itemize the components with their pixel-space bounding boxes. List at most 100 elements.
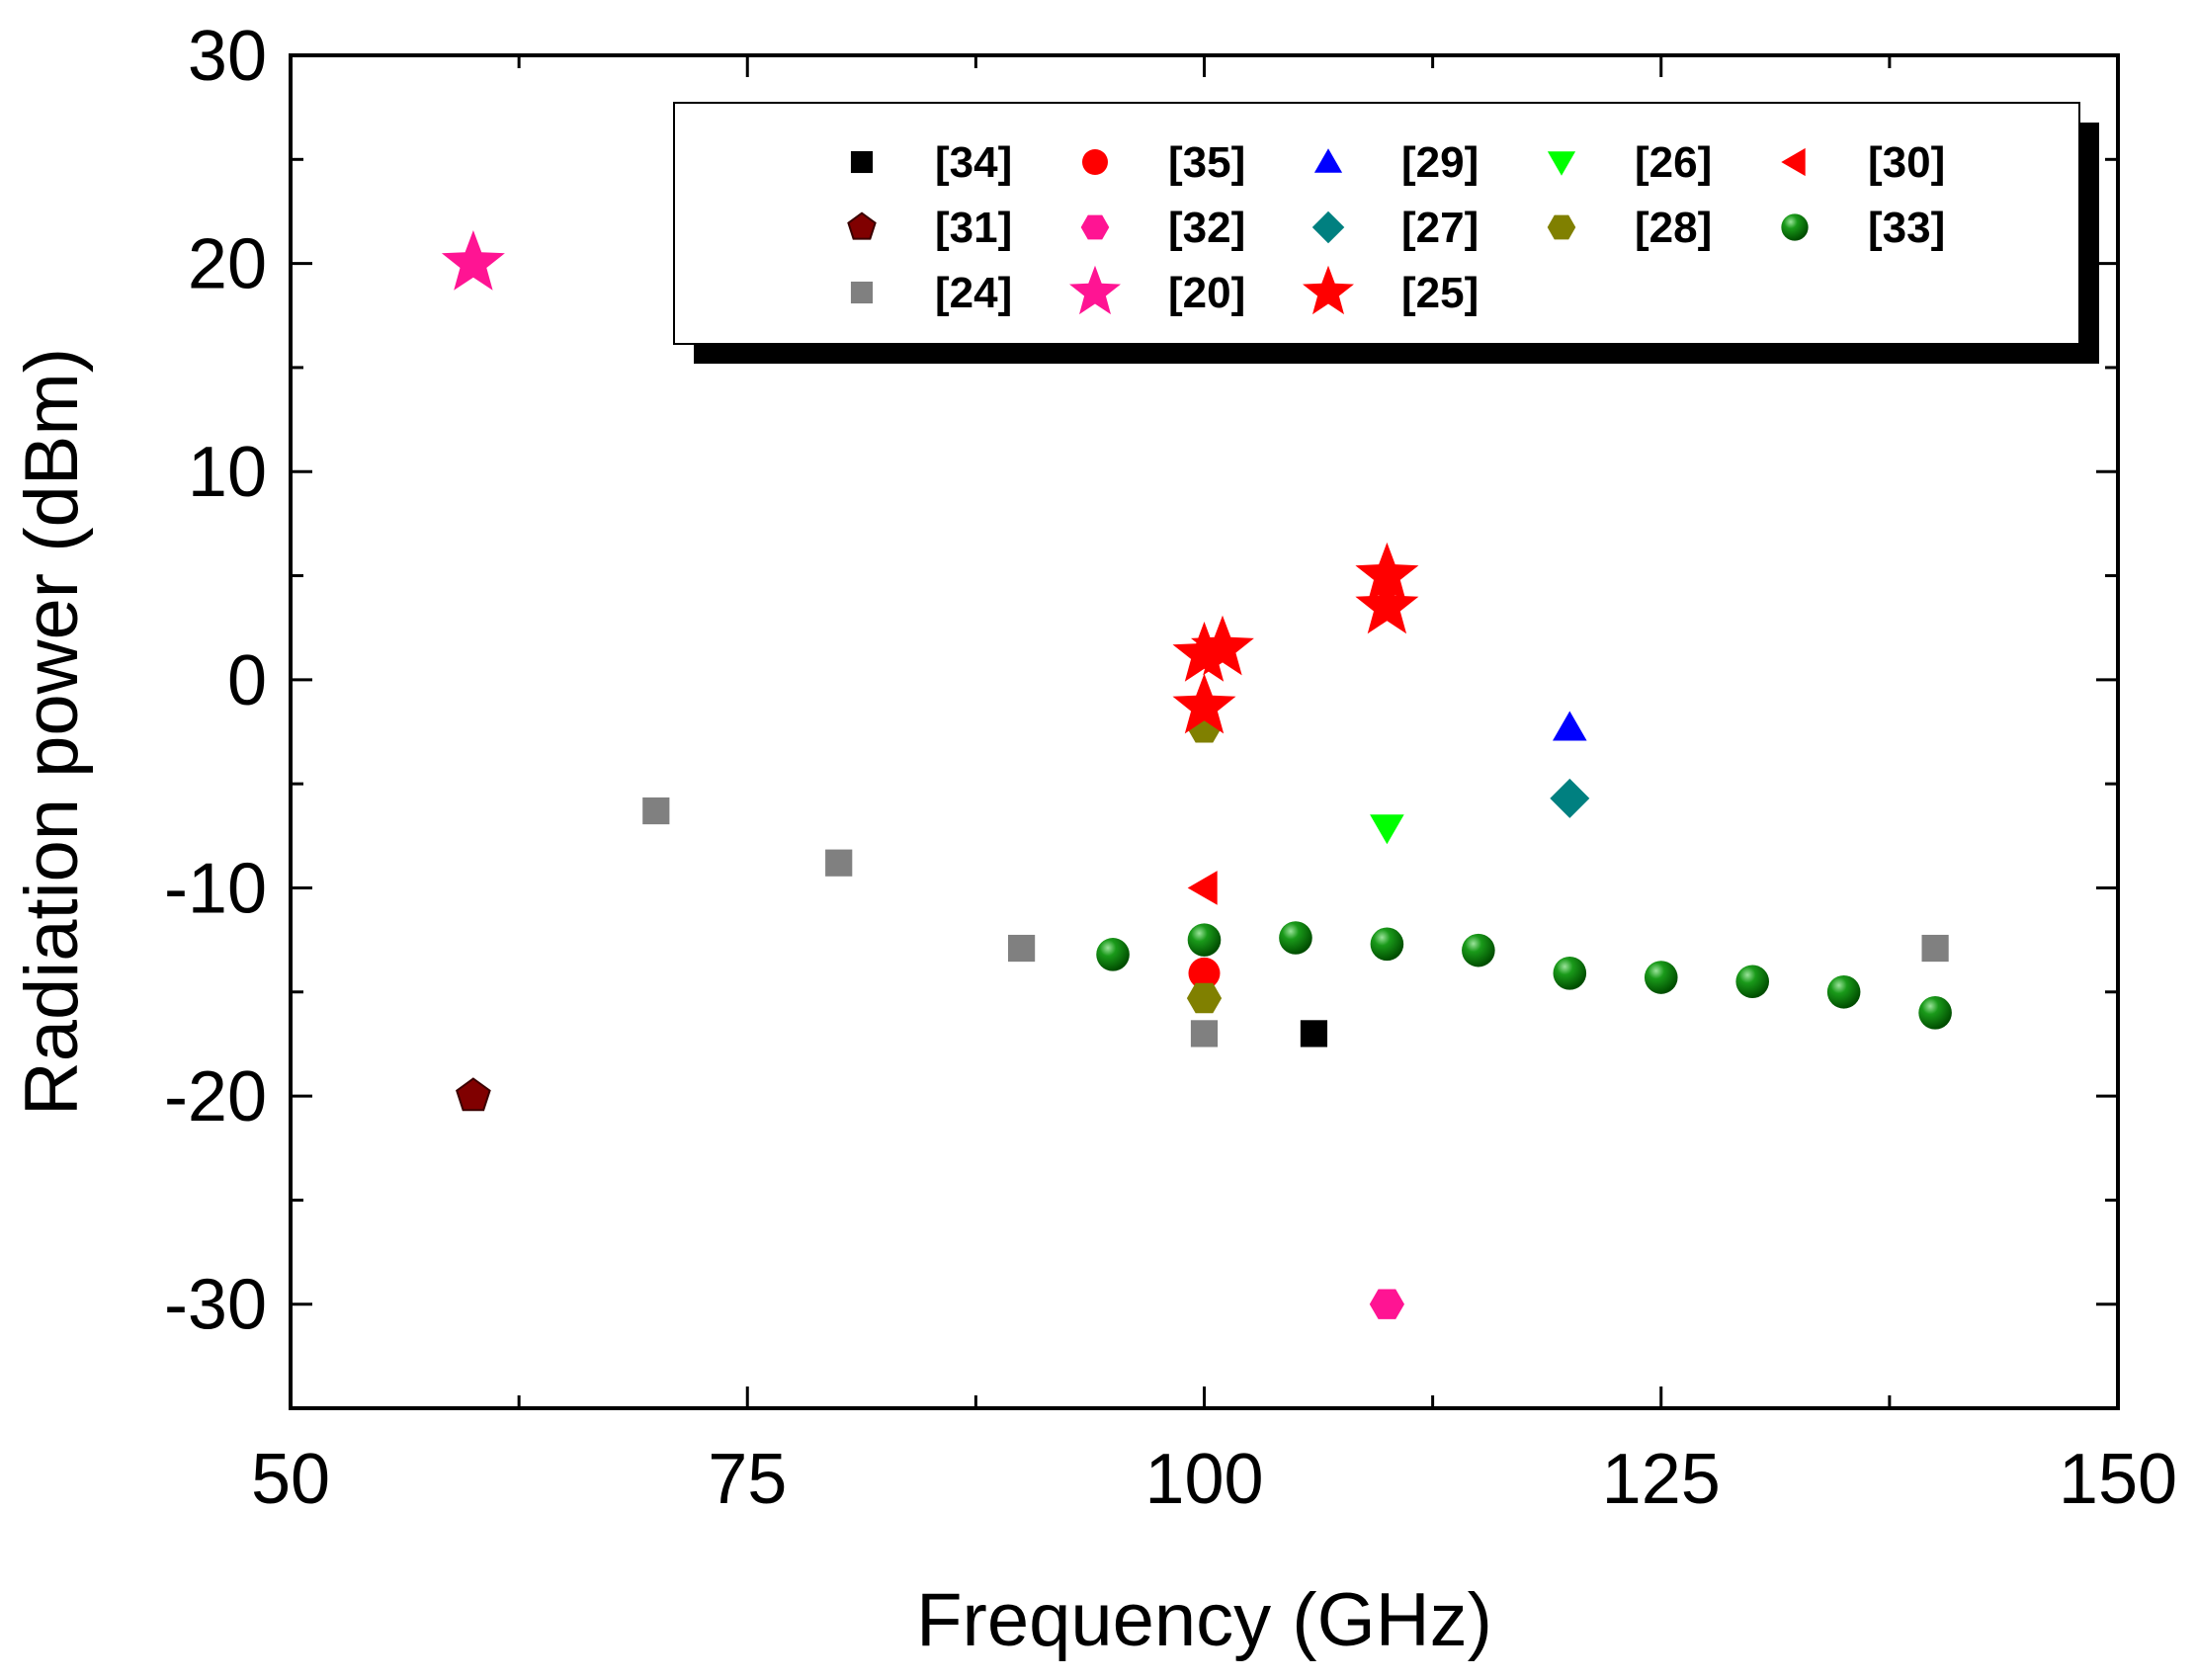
legend-marker (1547, 214, 1576, 240)
legend-entry: [24] (850, 269, 1012, 317)
data-point (456, 1077, 491, 1112)
legend-entry: [34] (850, 138, 1012, 187)
series-35 (1188, 957, 1221, 989)
legend-marker (1311, 210, 1345, 244)
legend-entry: [27] (1311, 204, 1479, 252)
series-24 (642, 797, 1949, 1048)
data-point (1300, 1020, 1328, 1048)
legend-marker (1547, 151, 1576, 176)
y-tick-label: 30 (188, 17, 267, 96)
legend-label: [28] (1635, 204, 1712, 252)
series-33 (1096, 921, 1952, 1030)
legend-entry: [33] (1781, 204, 1945, 252)
data-point (1187, 871, 1218, 905)
legend-marker (850, 281, 874, 304)
legend-entry: [29] (1313, 138, 1479, 187)
legend-label: [26] (1635, 138, 1712, 187)
series-27 (1550, 778, 1590, 818)
data-point (1462, 933, 1495, 967)
legend-box (673, 102, 2080, 345)
data-point (1826, 974, 1861, 1009)
data-point (441, 230, 505, 291)
legend-entry: [28] (1547, 204, 1712, 252)
series-25 (1172, 542, 1419, 734)
data-point (1172, 622, 1236, 682)
data-point (1191, 615, 1254, 676)
legend-entry: [26] (1547, 138, 1712, 187)
data-point (1188, 957, 1221, 989)
legend-label: [30] (1868, 138, 1945, 187)
legend-label: [32] (1168, 204, 1245, 252)
x-tick-label: 50 (251, 1440, 330, 1519)
axes: 50 75 100 125 150 -30 -20 -10 0 10 20 30 (164, 17, 2177, 1519)
series-34 (1300, 1020, 1328, 1048)
x-tick-label: 100 (1144, 1440, 1263, 1519)
legend-marker (1069, 265, 1121, 315)
legend-marker (850, 150, 874, 174)
x-tick-label: 75 (708, 1440, 787, 1519)
legend-label: [27] (1401, 204, 1479, 252)
legend-marker (1781, 147, 1806, 177)
legend-entry: [30] (1781, 138, 1945, 187)
legend-marker (1313, 148, 1343, 173)
series-29 (1553, 711, 1587, 741)
data-point (1735, 965, 1769, 999)
data-point (1550, 778, 1590, 818)
series-31 (456, 1077, 491, 1112)
data-point (1355, 542, 1419, 603)
data-point (1553, 957, 1587, 990)
legend-label: [25] (1401, 269, 1479, 317)
y-axis-title: Radiation power (dBm) (10, 348, 94, 1116)
y-tick-label: 20 (188, 225, 267, 304)
legend-entry: [31] (847, 204, 1012, 252)
y-tick-label: -20 (164, 1057, 267, 1136)
legend-marker (1781, 213, 1809, 241)
data-point (1172, 673, 1236, 734)
y-tick-label: 10 (188, 433, 267, 512)
x-tick-label: 125 (1602, 1440, 1721, 1519)
series-30 (1187, 871, 1218, 905)
legend-marker (1082, 149, 1108, 175)
data-point (825, 849, 853, 877)
legend-label: [33] (1868, 204, 1945, 252)
data-point (642, 797, 670, 825)
legend-label: [29] (1401, 138, 1479, 187)
data-point (1096, 938, 1130, 971)
legend-marker (847, 211, 877, 240)
legend-label: [31] (935, 204, 1012, 252)
x-tick-label: 150 (2059, 1440, 2177, 1519)
data-point (1921, 934, 1949, 963)
data-point (1008, 934, 1036, 963)
legend-marker (1080, 214, 1110, 240)
y-tick-label: 0 (227, 641, 267, 720)
data-point (1644, 961, 1678, 994)
series-20 (441, 230, 505, 291)
legend-label: [24] (935, 269, 1012, 317)
data-point (1369, 1289, 1404, 1319)
data-point (1370, 814, 1404, 845)
y-tick-label: -30 (164, 1266, 267, 1345)
data-point (1355, 573, 1419, 634)
y-tick-label: -10 (164, 849, 267, 928)
legend-marker (1303, 265, 1354, 315)
data-marks (441, 230, 1952, 1319)
series-26 (1370, 814, 1404, 845)
x-axis-title: Frequency (GHz) (916, 1578, 1492, 1662)
data-point (1370, 927, 1404, 962)
data-point (1279, 921, 1312, 955)
legend-label: [20] (1168, 269, 1245, 317)
legend-entry: [32] (1080, 204, 1245, 252)
legend: [34] [35] [29] [26] [30] [31] [32] [27] [28] [33]… (673, 102, 2099, 364)
data-point (1186, 982, 1223, 1014)
legend-entry: [35] (1082, 138, 1245, 187)
data-point (1553, 711, 1587, 741)
legend-entry: [20] (1069, 265, 1245, 317)
data-point (1918, 996, 1952, 1030)
series-32 (1369, 1289, 1404, 1319)
legend-label: [34] (935, 138, 1012, 187)
legend-entry: [25] (1303, 265, 1479, 317)
legend-label: [35] (1168, 138, 1245, 187)
data-point (1190, 1020, 1219, 1048)
data-point (1187, 923, 1222, 957)
